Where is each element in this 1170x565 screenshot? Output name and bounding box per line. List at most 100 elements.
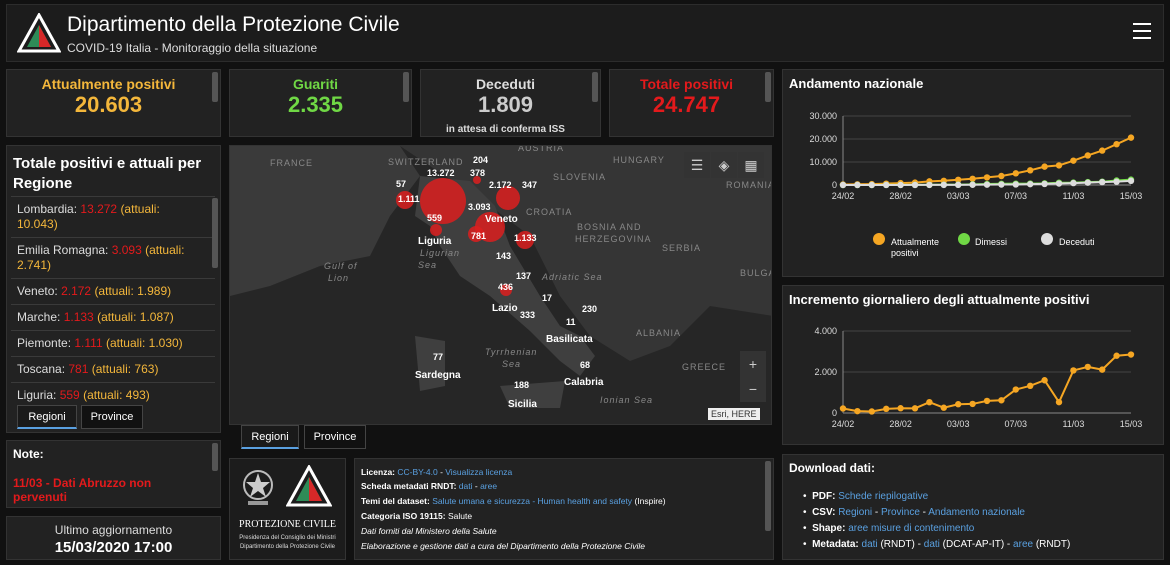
map-sea-label: Ionian Sea bbox=[600, 395, 654, 405]
list-icon[interactable]: ☰ bbox=[684, 152, 710, 178]
region-row-toscana[interactable]: Toscana: 781 (attuali: 763) bbox=[11, 356, 215, 382]
map-bubble-liguria[interactable] bbox=[430, 224, 442, 236]
map-view[interactable]: FRANCE SWITZERLAND AUSTRIA HUNGARY SLOVE… bbox=[229, 145, 772, 425]
chart-title: Andamento nazionale bbox=[789, 76, 924, 91]
region-name: Liguria: bbox=[17, 388, 57, 402]
zoom-in-button[interactable]: + bbox=[740, 351, 766, 377]
scrollbar[interactable] bbox=[403, 72, 409, 102]
legend-text: positivi bbox=[891, 248, 919, 258]
map-bubble-marche[interactable] bbox=[516, 231, 534, 249]
map-value-label: 143 bbox=[496, 251, 512, 261]
region-row-emilia-romagna[interactable]: Emilia Romagna: 3.093 (attuali: 2.741) bbox=[11, 237, 215, 278]
legend-swatch-attualmente[interactable] bbox=[873, 233, 885, 245]
regions-scrollbar[interactable] bbox=[212, 198, 218, 268]
qr-grid-icon[interactable]: ▦ bbox=[738, 152, 764, 178]
data-point bbox=[1070, 179, 1077, 187]
tab-regioni[interactable]: Regioni bbox=[17, 405, 77, 429]
scrollbar[interactable] bbox=[765, 72, 771, 102]
data-point bbox=[955, 181, 962, 189]
region-row-piemonte[interactable]: Piemonte: 1.111 (attuali: 1.030) bbox=[11, 330, 215, 356]
region-attuali: (attuali: 1.087) bbox=[97, 310, 174, 324]
info-label: Licenza: bbox=[361, 467, 396, 477]
region-row-marche[interactable]: Marche: 1.133 (attuali: 1.087) bbox=[11, 304, 215, 330]
region-name: Veneto: bbox=[17, 284, 58, 298]
link-csv-province[interactable]: Province bbox=[881, 507, 920, 518]
scrollbar[interactable] bbox=[212, 72, 218, 102]
link-csv-andamento[interactable]: Andamento nazionale bbox=[928, 507, 1025, 518]
map-region-name: Liguria bbox=[418, 236, 452, 247]
map-bubble-lazio[interactable] bbox=[500, 284, 512, 296]
map-bubble-veneto[interactable] bbox=[496, 186, 520, 210]
legend-label-dimessi[interactable]: Dimessi bbox=[975, 237, 1008, 247]
info-temi: Temi del dataset: Salute umana e sicurez… bbox=[361, 496, 666, 506]
map-bubble-piemonte[interactable] bbox=[396, 191, 414, 209]
data-point bbox=[897, 405, 904, 412]
link-visualizza-licenza[interactable]: Visualizza licenza bbox=[445, 467, 513, 477]
data-point bbox=[983, 181, 991, 188]
data-point bbox=[883, 405, 890, 413]
region-name: Lombardia: bbox=[17, 202, 78, 216]
map-region-name: Veneto bbox=[485, 214, 518, 225]
link-meta-dati-dcat[interactable]: dati bbox=[923, 539, 940, 550]
info-label: Scheda metadati RNDT: bbox=[361, 481, 457, 491]
region-total: 1.133 bbox=[63, 310, 94, 324]
stat-note: in attesa di conferma ISS bbox=[446, 124, 565, 135]
x-tick-label: 07/03 bbox=[1005, 191, 1028, 201]
link-shape-aree[interactable]: aree misure di contenimento bbox=[848, 523, 975, 534]
download-shape: • Shape: aree misure di contenimento bbox=[803, 523, 975, 534]
map-sea-label: Gulf of bbox=[324, 261, 358, 271]
map-country-label: HUNGARY bbox=[613, 155, 665, 165]
region-total: 781 bbox=[68, 362, 89, 376]
map-tab-province[interactable]: Province bbox=[304, 425, 366, 449]
info-panel: Licenza: CC-BY-4.0 - Visualizza licenza … bbox=[354, 458, 774, 560]
stat-totale-positivi: Totale positivi 24.747 bbox=[609, 69, 774, 137]
italian-emblem-icon bbox=[243, 470, 273, 505]
map-country-label: BULGA bbox=[740, 268, 772, 278]
link-rndt-aree[interactable]: aree bbox=[480, 481, 498, 491]
x-tick-label: 15/03 bbox=[1120, 191, 1143, 201]
data-point bbox=[998, 397, 1005, 404]
legend-label-deceduti[interactable]: Deceduti bbox=[1059, 237, 1095, 247]
link-cc-by[interactable]: CC-BY-4.0 bbox=[397, 467, 438, 477]
region-attuali: (attuali: 1.989) bbox=[94, 284, 172, 298]
link-meta-dati-rndt[interactable]: dati bbox=[861, 539, 878, 550]
hamburger-menu-icon[interactable] bbox=[1133, 23, 1151, 39]
link-meta-aree-rndt[interactable]: aree bbox=[1013, 539, 1034, 550]
map-tab-regioni[interactable]: Regioni bbox=[241, 425, 299, 449]
map-value-label: 230 bbox=[582, 304, 598, 314]
map-value-label: 17 bbox=[542, 293, 553, 303]
tab-province[interactable]: Province bbox=[81, 405, 143, 429]
notes-scrollbar[interactable] bbox=[212, 443, 218, 471]
map-attribution[interactable]: Esri, HERE bbox=[708, 408, 760, 420]
stat-label: Guariti bbox=[292, 76, 339, 92]
map-bubble-lombardia[interactable] bbox=[420, 178, 466, 224]
info-scrollbar[interactable] bbox=[765, 461, 771, 531]
data-point bbox=[897, 181, 904, 189]
map-value-label: 3.093 bbox=[468, 202, 491, 212]
layers-icon[interactable]: ◈ bbox=[711, 152, 737, 178]
regions-panel: Totale positivi e attuali per Regione Lo… bbox=[6, 145, 221, 433]
link-temi[interactable]: Salute umana e sicurezza - Human health … bbox=[432, 496, 633, 506]
map-bubble[interactable] bbox=[473, 176, 481, 184]
region-row-lombardia[interactable]: Lombardia: 13.272 (attuali: 10.043) bbox=[11, 196, 215, 237]
map-region-name: Calabria bbox=[564, 377, 604, 388]
data-point bbox=[1070, 157, 1077, 164]
logo-line3: Dipartimento della Protezione Civile bbox=[239, 544, 336, 550]
link-rndt-dati[interactable]: dati bbox=[458, 481, 473, 491]
legend-swatch-dimessi[interactable] bbox=[958, 233, 970, 245]
info-elaborazione: Elaborazione e gestione dati a cura del … bbox=[361, 541, 645, 551]
data-point bbox=[983, 397, 991, 405]
zoom-out-button[interactable]: − bbox=[740, 376, 766, 402]
data-point bbox=[1012, 386, 1019, 393]
region-row-veneto[interactable]: Veneto: 2.172 (attuali: 1.989) bbox=[11, 278, 215, 304]
link-schede-riepilogative[interactable]: Schede riepilogative bbox=[838, 491, 929, 502]
data-point bbox=[854, 181, 861, 189]
map-bubble-toscana[interactable] bbox=[468, 226, 484, 242]
scrollbar[interactable] bbox=[592, 72, 598, 102]
info-dati-forniti: Dati forniti dal Ministero della Salute bbox=[361, 526, 497, 536]
region-attuali: (attuali: bbox=[145, 243, 185, 257]
legend-swatch-deceduti[interactable] bbox=[1041, 233, 1053, 245]
legend-label-attualmente[interactable]: Attualmente positivi bbox=[891, 237, 939, 259]
region-row-liguria[interactable]: Liguria: 559 (attuali: 493) bbox=[11, 382, 215, 408]
link-csv-regioni[interactable]: Regioni bbox=[838, 507, 873, 518]
